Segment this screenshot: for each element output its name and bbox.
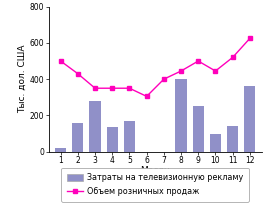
Y-axis label: Тыс. дол. США: Тыс. дол. США <box>18 45 27 113</box>
Bar <box>107 127 118 152</box>
Legend: Затраты на телевизионную рекламу, Объем розничных продаж: Затраты на телевизионную рекламу, Объем … <box>61 168 249 202</box>
Bar <box>72 123 83 152</box>
X-axis label: Месяц: Месяц <box>140 166 170 175</box>
Bar <box>244 86 255 152</box>
Bar <box>89 101 101 152</box>
Bar <box>227 126 238 152</box>
Bar <box>210 133 221 152</box>
Bar <box>193 106 204 152</box>
Bar <box>176 79 187 152</box>
Bar <box>124 121 135 152</box>
Bar <box>55 148 66 152</box>
